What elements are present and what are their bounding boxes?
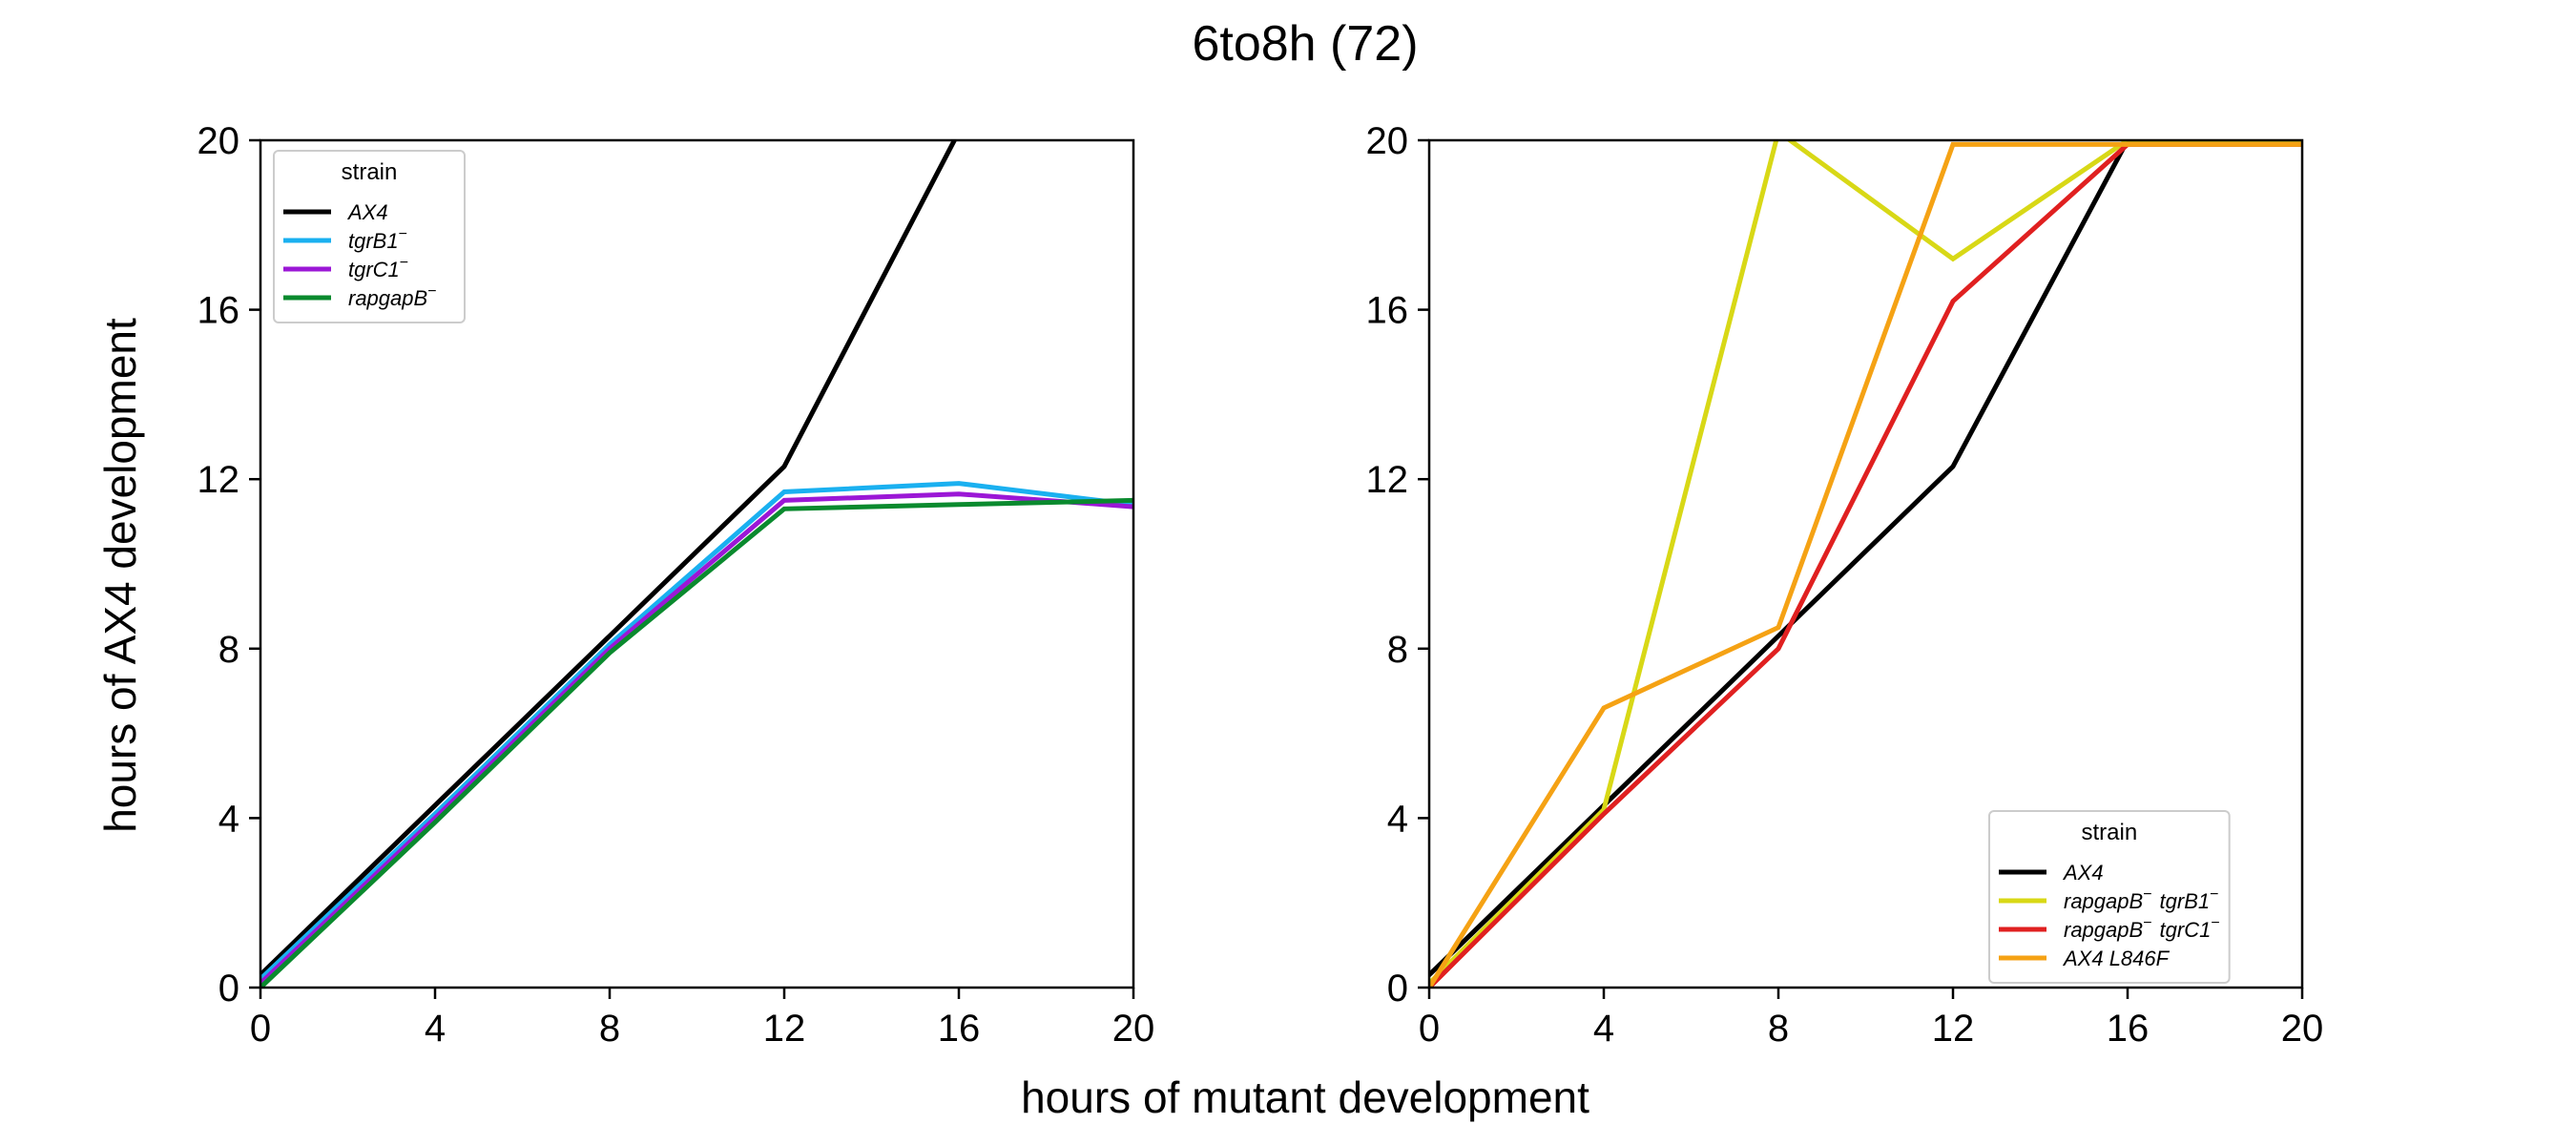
legend-entry: rapgapB−​tgrB1−​ bbox=[2064, 886, 2218, 913]
y-tick-label: 0 bbox=[218, 968, 239, 1010]
series-line-2 bbox=[1429, 140, 2302, 988]
legend-title: strain bbox=[2081, 820, 2137, 845]
legend-entry: rapgapB−​tgrC1−​ bbox=[2064, 915, 2220, 942]
x-tick-label: 20 bbox=[2281, 1008, 2324, 1050]
legend-entry: rapgapB−​ bbox=[348, 283, 437, 310]
legend-title: strain bbox=[342, 159, 398, 185]
series-line-1 bbox=[260, 140, 958, 979]
y-tick-label: 0 bbox=[1387, 968, 1408, 1010]
y-tick-label: 12 bbox=[1366, 459, 1409, 501]
y-axis-label: hours of AX4 development bbox=[95, 318, 145, 833]
x-tick-label: 12 bbox=[763, 1008, 806, 1050]
series-line-3 bbox=[260, 491, 1133, 988]
x-tick-label: 8 bbox=[1768, 1008, 1789, 1050]
left-plot: 0 4 8 12 16 20 0 4 8 12 16 20 strain AX4tgrB1−​tgrC1−… bbox=[197, 120, 1155, 1050]
y-tick-label: 4 bbox=[218, 798, 239, 840]
plot-frame bbox=[1427, 138, 2304, 989]
series-lines bbox=[1429, 140, 2302, 988]
x-axis-label: hours of mutant development bbox=[1021, 1072, 1589, 1122]
x-tick-label: 0 bbox=[250, 1008, 271, 1050]
series-line-1 bbox=[1429, 140, 2302, 979]
right-plot: 0 4 8 12 16 20 0 4 8 12 16 20 strain AX4rapgapB−​tgrB… bbox=[1366, 120, 2324, 1050]
x-tick-label: 8 bbox=[599, 1008, 620, 1050]
x-tick-label: 4 bbox=[425, 1008, 446, 1050]
x-tick-label: 20 bbox=[1112, 1008, 1155, 1050]
y-tick-label: 20 bbox=[1366, 120, 1409, 162]
figure-title: 6to8h (72) bbox=[1192, 16, 1418, 72]
legend-entry: AX4 L846F bbox=[2062, 947, 2171, 970]
y-tick-label: 20 bbox=[197, 120, 240, 162]
y-tick-label: 12 bbox=[197, 459, 240, 501]
legend-entry: AX4 bbox=[346, 200, 388, 224]
series-line-2 bbox=[260, 481, 1133, 983]
y-tick-label: 8 bbox=[218, 629, 239, 671]
y-tick-label: 8 bbox=[1387, 629, 1408, 671]
legend-entry: tgrC1−​ bbox=[348, 255, 408, 281]
x-tick-label: 16 bbox=[2107, 1008, 2150, 1050]
legend-box bbox=[273, 150, 466, 323]
legend-box bbox=[1988, 810, 2231, 984]
x-tick-label: 0 bbox=[1419, 1008, 1440, 1050]
x-tick-label: 4 bbox=[1593, 1008, 1614, 1050]
plot-frame bbox=[259, 138, 1135, 989]
series-line-4 bbox=[1429, 141, 2302, 988]
series-line-4 bbox=[260, 497, 1133, 988]
y-tick-label: 16 bbox=[197, 290, 240, 332]
legend-entry: tgrB1−​ bbox=[348, 226, 407, 253]
x-tick-label: 16 bbox=[938, 1008, 981, 1050]
legend-entry: AX4 bbox=[2062, 861, 2104, 885]
legend: strain AX4rapgapB−​tgrB1−​rapgapB−​tgrC1−… bbox=[1988, 810, 2231, 984]
x-tick-label: 12 bbox=[1932, 1008, 1975, 1050]
series-lines bbox=[260, 140, 1133, 988]
y-tick-label: 16 bbox=[1366, 290, 1409, 332]
y-tick-label: 4 bbox=[1387, 798, 1408, 840]
